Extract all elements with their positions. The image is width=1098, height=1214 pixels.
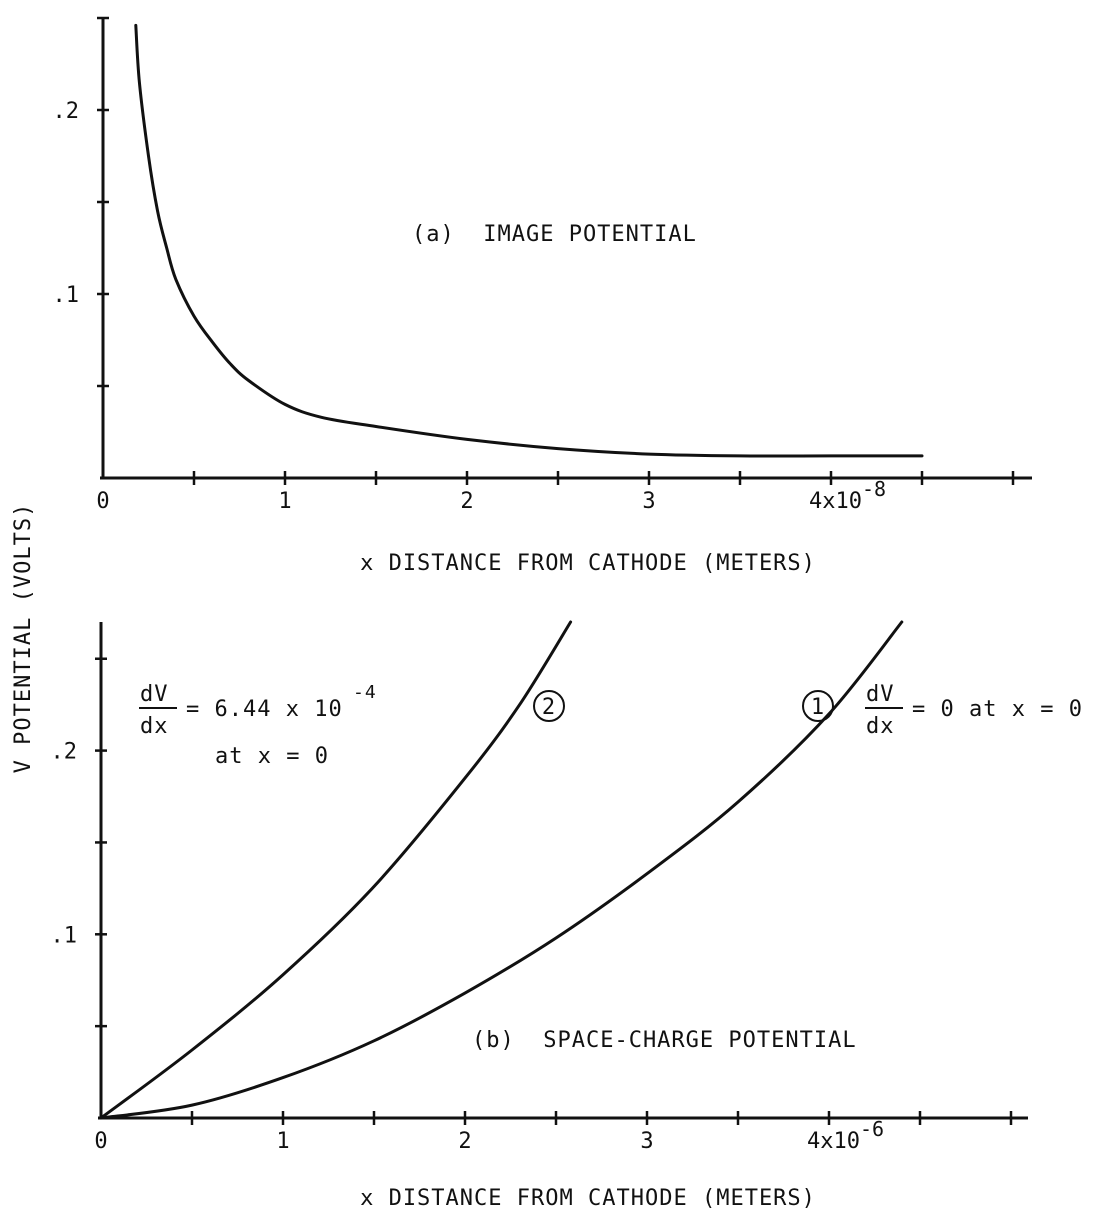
- panel-b-space-charge-potential: 0 1 2 3 4x10-6 .1 .2 (b) SPACE-CHARGE POTENTIA…: [51, 620, 1083, 1211]
- x-tick-label: 0: [94, 1129, 107, 1154]
- panel-a-series: [134, 23, 924, 458]
- panel-b-series: [99, 620, 904, 1120]
- curve-2-value: = 6.44 x 10: [186, 697, 343, 722]
- curve-1-value: = 0 at x = 0: [912, 697, 1083, 722]
- x-tick-label: 1: [276, 1129, 289, 1154]
- panel-b-title: (b) SPACE-CHARGE POTENTIAL: [472, 1028, 857, 1053]
- x-tick-label: 2: [460, 489, 473, 514]
- y-tick-label: .1: [53, 283, 80, 308]
- panel-a-title: (a) IMAGE POTENTIAL: [412, 222, 697, 247]
- panel-b-tick-labels: 0 1 2 3 4x10-6 .1 .2: [51, 740, 885, 1154]
- x-tick-label: 4x10-8: [809, 477, 886, 514]
- curve-2-exponent: -4: [353, 682, 377, 703]
- curve-2-condition: dV dx = 6.44 x 10 -4 at x = 0: [139, 682, 377, 769]
- x-tick-label: 3: [642, 489, 655, 514]
- curve-1-condition: dV dx = 0 at x = 0: [865, 682, 1083, 739]
- y-axis-title: V POTENTIAL (VOLTS): [11, 503, 36, 774]
- curve-2-label: 2: [542, 695, 556, 720]
- x-tick-label: 3: [640, 1129, 653, 1154]
- y-tick-label: .2: [53, 99, 80, 124]
- panel-a-curve: [134, 23, 924, 458]
- x-tick-label: 0: [96, 489, 109, 514]
- panel-b-curve-2: [99, 620, 573, 1120]
- panel-a-image-potential: 0 1 2 3 4x10-8 .1 .2 (a) IMAGE POTENTIAL x DIS…: [53, 16, 1032, 576]
- x-tick-label: 2: [458, 1129, 471, 1154]
- curve-2-marker: 2: [533, 690, 565, 722]
- curve-2-at: at x = 0: [215, 744, 329, 769]
- curve-1-dx: dx: [866, 714, 895, 739]
- x-tick-label: 1: [278, 489, 291, 514]
- y-tick-label: .2: [51, 740, 78, 765]
- curve-1-dv: dV: [866, 682, 895, 707]
- curve-2-dx: dx: [140, 714, 169, 739]
- curve-1-marker: 1: [802, 690, 834, 722]
- panel-a-x-axis-title: x DISTANCE FROM CATHODE (METERS): [360, 551, 816, 576]
- curve-1-label: 1: [811, 695, 825, 720]
- curve-2-dv: dV: [140, 682, 169, 707]
- x-tick-label: 4x10-6: [807, 1117, 884, 1154]
- y-tick-label: .1: [51, 923, 78, 948]
- panel-a-ticks: [97, 16, 1015, 485]
- panel-b-ticks: [95, 657, 1013, 1125]
- panel-b-x-axis-title: x DISTANCE FROM CATHODE (METERS): [360, 1186, 816, 1211]
- panel-b-curve-1: [99, 620, 904, 1120]
- panel-a-tick-labels: 0 1 2 3 4x10-8 .1 .2: [53, 99, 887, 514]
